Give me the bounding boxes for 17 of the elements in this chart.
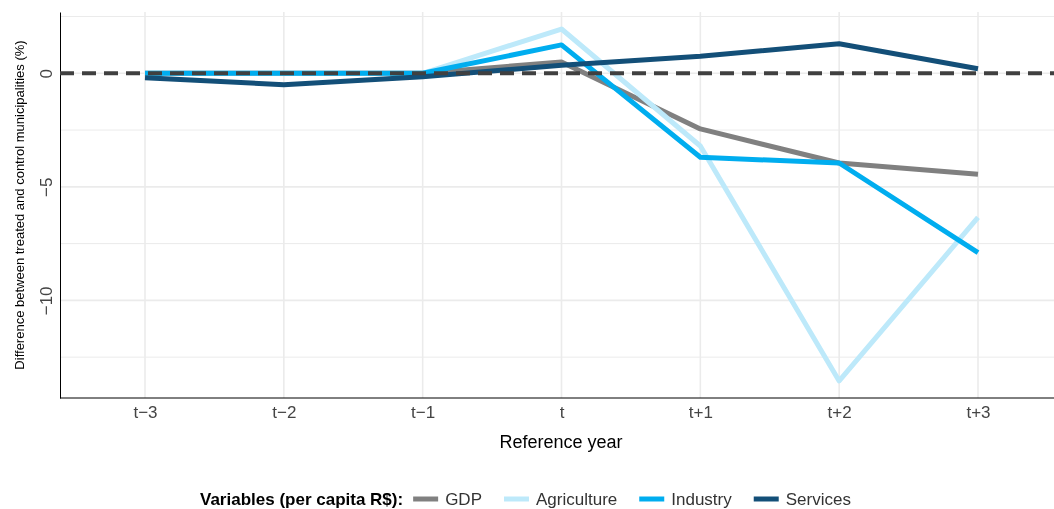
- legend-label: Agriculture: [535, 490, 618, 509]
- x-tick-label: t−3: [133, 403, 158, 423]
- y-tick-label: 0: [37, 69, 56, 79]
- legend-title: Variables (per capita R$):: [200, 490, 404, 509]
- legend-label: Industry: [671, 490, 733, 509]
- x-tick-label: t+1: [688, 403, 713, 423]
- legend-label: GDP: [445, 490, 482, 509]
- x-tick-label: t−2: [272, 403, 297, 423]
- x-axis-title: Reference year: [499, 432, 623, 452]
- x-tick-label: t+3: [966, 403, 991, 423]
- y-tick-label: −10: [37, 286, 56, 316]
- y-axis-title: Difference between treated and control municipalities (%): [12, 40, 27, 370]
- x-tick-label: t: [559, 403, 565, 423]
- legend-label: Services: [785, 490, 851, 509]
- x-tick-label: t+2: [827, 403, 852, 423]
- y-tick-label: −5: [37, 177, 56, 198]
- x-tick-label: t−1: [411, 403, 436, 423]
